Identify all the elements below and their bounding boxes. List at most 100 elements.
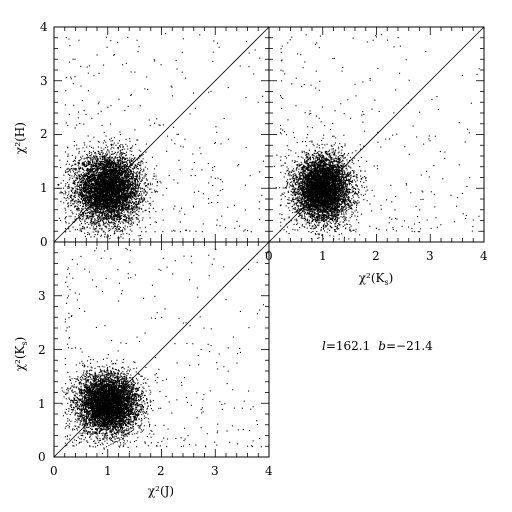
- data-point: [104, 168, 106, 170]
- data-point: [110, 177, 112, 179]
- data-point: [86, 191, 88, 193]
- data-point: [139, 170, 141, 172]
- data-point: [68, 170, 70, 172]
- data-point: [114, 188, 116, 190]
- data-point: [125, 143, 127, 145]
- data-point: [83, 175, 85, 177]
- data-point: [101, 199, 103, 201]
- data-point: [86, 181, 88, 183]
- data-point: [91, 184, 93, 186]
- data-point: [128, 205, 130, 207]
- data-point: [119, 192, 121, 194]
- data-point: [114, 179, 116, 181]
- data-point: [98, 191, 100, 193]
- data-point: [130, 158, 132, 160]
- data-point: [130, 202, 132, 204]
- data-point: [126, 232, 128, 234]
- data-point: [114, 189, 116, 191]
- data-point: [112, 144, 114, 146]
- data-point: [131, 216, 133, 218]
- data-point: [77, 208, 79, 210]
- data-point: [67, 186, 69, 188]
- data-point: [93, 193, 95, 195]
- data-point: [99, 202, 101, 204]
- data-point: [126, 206, 128, 208]
- data-point: [143, 170, 145, 172]
- data-point: [94, 193, 96, 195]
- data-point: [109, 195, 111, 197]
- data-point: [76, 202, 78, 204]
- data-point: [136, 185, 138, 187]
- data-point: [141, 160, 143, 162]
- data-point: [83, 158, 85, 160]
- data-point: [84, 189, 86, 191]
- data-point: [119, 166, 121, 168]
- data-point: [69, 177, 71, 179]
- data-point: [134, 192, 136, 194]
- data-point: [94, 223, 96, 225]
- data-point: [99, 203, 101, 205]
- data-point: [126, 190, 128, 192]
- data-point: [67, 153, 69, 155]
- data-point: [119, 231, 121, 233]
- data-point: [116, 202, 118, 204]
- data-point: [75, 187, 77, 189]
- data-point: [123, 196, 125, 198]
- data-point: [143, 183, 145, 185]
- data-point: [77, 185, 79, 187]
- data-point: [137, 183, 139, 185]
- data-point: [93, 192, 95, 194]
- data-point: [109, 204, 111, 206]
- data-point: [125, 201, 127, 203]
- data-point: [132, 192, 134, 194]
- data-point: [92, 205, 94, 207]
- data-point: [117, 180, 119, 182]
- data-point: [95, 230, 97, 232]
- data-point: [101, 175, 103, 177]
- data-point: [97, 178, 99, 180]
- data-point: [129, 212, 131, 214]
- data-point: [105, 147, 107, 149]
- data-point: [121, 181, 123, 183]
- data-point: [129, 194, 131, 196]
- data-point: [103, 199, 105, 201]
- data-point: [123, 165, 125, 167]
- panel-top-left: [53, 26, 270, 243]
- data-point: [115, 182, 117, 184]
- data-point: [105, 175, 107, 177]
- data-point: [120, 192, 122, 194]
- data-point: [125, 217, 127, 219]
- data-point: [136, 193, 138, 195]
- data-point: [103, 175, 105, 177]
- data-point: [90, 223, 92, 225]
- data-point: [101, 186, 103, 188]
- data-point: [138, 202, 140, 204]
- data-point: [106, 162, 108, 164]
- data-point: [120, 155, 122, 157]
- data-point: [105, 187, 107, 189]
- data-point: [101, 167, 103, 169]
- data-point: [115, 210, 117, 212]
- data-point: [91, 217, 93, 219]
- data-point: [99, 191, 101, 193]
- data-point: [120, 152, 122, 154]
- data-point: [88, 192, 90, 194]
- data-point: [117, 219, 119, 221]
- data-point: [97, 206, 99, 208]
- data-point: [133, 166, 135, 168]
- data-point: [127, 181, 129, 183]
- data-point: [102, 156, 104, 158]
- data-point: [119, 218, 121, 220]
- data-point: [91, 191, 93, 193]
- data-point: [90, 195, 92, 197]
- data-point: [75, 157, 77, 159]
- data-point: [97, 209, 99, 211]
- data-point: [90, 151, 92, 153]
- data-point: [109, 182, 111, 184]
- data-point: [98, 175, 100, 177]
- data-point: [99, 162, 101, 164]
- data-point: [144, 188, 146, 190]
- data-point: [111, 151, 113, 153]
- data-point: [106, 159, 108, 161]
- data-point: [87, 212, 89, 214]
